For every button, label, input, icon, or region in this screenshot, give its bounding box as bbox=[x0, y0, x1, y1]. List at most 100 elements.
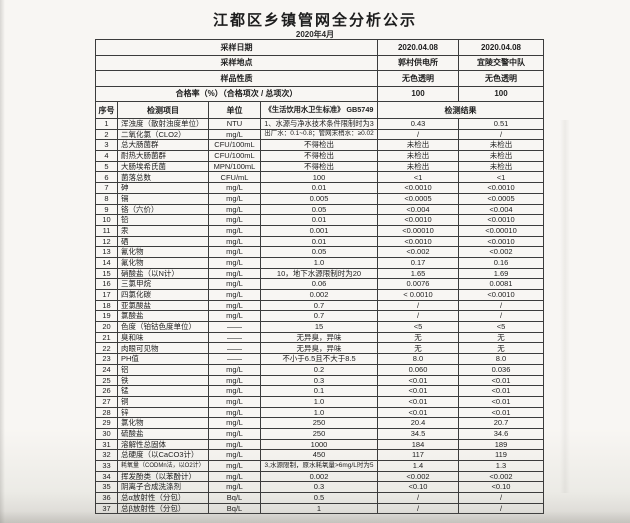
scan-shadow bbox=[0, 511, 630, 523]
result-cell-sample1: 未检出 bbox=[377, 160, 459, 173]
result-cell-sample1: <0.002 bbox=[377, 246, 459, 258]
result-cell-sample2: <0.002 bbox=[458, 470, 544, 483]
unit-cell: mg/L bbox=[208, 192, 261, 205]
unit-cell: mg/L bbox=[208, 417, 261, 429]
result-cell-sample2: <0.0005 bbox=[458, 192, 544, 205]
info-label: 合格率（%）（合格项次 / 总项次） bbox=[95, 85, 378, 102]
standard-cell: 0.5 bbox=[260, 492, 378, 504]
item-cell: 三氯甲烷 bbox=[117, 278, 209, 290]
data-row: 9 铬（六价） mg/L 0.05 <0.004 <0.004 bbox=[95, 203, 544, 216]
row-number-cell: 32 bbox=[95, 449, 118, 461]
standard-cell: 1.0 bbox=[260, 395, 378, 408]
unit-cell: mg/L bbox=[208, 470, 261, 483]
result-cell-sample1: < 0.0010 bbox=[377, 289, 459, 301]
header-result: 检测结果 bbox=[377, 101, 544, 119]
item-cell: 氯酸盐 bbox=[117, 310, 209, 323]
result-cell-sample1: <0.01 bbox=[377, 374, 459, 387]
standard-cell: 0.1 bbox=[260, 385, 378, 397]
item-cell: 大肠埃希氏菌 bbox=[117, 160, 209, 173]
standard-cell: 0.01 bbox=[260, 214, 378, 226]
data-row: 23 PH值 —— 不小于6.5且不大于8.5 8.0 8.0 bbox=[95, 353, 544, 365]
standard-cell: 0.06 bbox=[260, 278, 378, 290]
standard-cell: 不得检出 bbox=[260, 160, 378, 173]
result-cell-sample1: 184 bbox=[377, 438, 459, 451]
data-row: 33 耗氧量（CODMn法，以O2计） mg/L 3,水源限制，原水耗氧量>6m… bbox=[95, 460, 544, 472]
standard-cell: 1、水源与净水技术条件限制时为3 bbox=[260, 118, 378, 130]
row-number-cell: 12 bbox=[95, 235, 118, 248]
result-cell-sample1: <1 bbox=[377, 171, 459, 184]
data-row: 29 氯化物 mg/L 250 20.4 20.7 bbox=[95, 417, 544, 429]
item-cell: PH值 bbox=[117, 353, 209, 365]
data-row: 18 亚氯酸盐 mg/L 0.7 / / bbox=[95, 299, 544, 312]
item-cell: 硫酸盐 bbox=[117, 427, 209, 440]
data-row: 1 浑浊度（散射浊度单位） NTU 1、水源与净水技术条件限制时为3 0.43 … bbox=[95, 118, 544, 130]
standard-cell: 0.005 bbox=[260, 192, 378, 205]
item-cell: 阴离子合成洗涤剂 bbox=[117, 481, 209, 494]
item-cell: 氟化物 bbox=[117, 256, 209, 269]
result-cell-sample2: <0.01 bbox=[458, 406, 544, 419]
row-number-cell: 24 bbox=[95, 363, 118, 376]
result-cell-sample1: 未检出 bbox=[377, 139, 459, 152]
result-cell-sample2: 未检出 bbox=[458, 139, 544, 152]
result-cell-sample2: / bbox=[458, 299, 544, 312]
data-row: 5 大肠埃希氏菌 MPN/100mL 不得检出 未检出 未检出 bbox=[95, 160, 544, 173]
standard-cell: 0.7 bbox=[260, 299, 378, 312]
standard-cell: 250 bbox=[260, 427, 378, 440]
standard-cell: 1.0 bbox=[260, 256, 378, 269]
unit-cell: NTU bbox=[208, 118, 261, 130]
data-row: 27 铜 mg/L 1.0 <0.01 <0.01 bbox=[95, 395, 544, 408]
result-cell-sample2: / bbox=[458, 310, 544, 323]
result-cell-sample1: <0.01 bbox=[377, 395, 459, 408]
result-cell-sample2: <0.0010 bbox=[458, 214, 544, 226]
unit-cell: mg/L bbox=[208, 438, 261, 451]
unit-cell: MPN/100mL bbox=[208, 160, 261, 173]
info-value-sample1: 郭村供电所 bbox=[377, 54, 459, 71]
result-cell-sample1: 0.0076 bbox=[377, 278, 459, 290]
result-cell-sample2: 8.0 bbox=[458, 353, 544, 365]
result-cell-sample1: / bbox=[377, 128, 459, 141]
result-cell-sample1: <5 bbox=[377, 321, 459, 333]
row-number-cell: 28 bbox=[95, 406, 118, 419]
item-cell: 锰 bbox=[117, 385, 209, 397]
row-number-cell: 14 bbox=[95, 256, 118, 269]
standard-cell: 出厂水：0.1~0.8；管网末梢水：≥0.02 bbox=[260, 128, 378, 141]
header-row-number: 序号 bbox=[95, 101, 118, 119]
item-cell: 汞 bbox=[117, 224, 209, 237]
result-cell-sample2: / bbox=[458, 492, 544, 504]
standard-cell: 0.002 bbox=[260, 289, 378, 301]
standard-cell: 0.2 bbox=[260, 363, 378, 376]
item-cell: 菌落总数 bbox=[117, 171, 209, 184]
standard-cell: 0.05 bbox=[260, 203, 378, 216]
unit-cell: mg/L bbox=[208, 182, 261, 194]
standard-cell: 不得检出 bbox=[260, 139, 378, 152]
standard-cell: 10，地下水源限制时为20 bbox=[260, 267, 378, 280]
item-cell: 耐热大肠菌群 bbox=[117, 150, 209, 162]
item-cell: 总大肠菌群 bbox=[117, 139, 209, 152]
row-number-cell: 21 bbox=[95, 331, 118, 344]
standard-cell: 0.01 bbox=[260, 235, 378, 248]
item-cell: 铬（六价） bbox=[117, 203, 209, 216]
item-cell: 肉眼可见物 bbox=[117, 342, 209, 355]
row-number-cell: 1 bbox=[95, 118, 118, 130]
result-cell-sample1: 0.17 bbox=[377, 256, 459, 269]
unit-cell: mg/L bbox=[208, 203, 261, 216]
unit-cell: mg/L bbox=[208, 481, 261, 494]
result-cell-sample1: <0.0010 bbox=[377, 182, 459, 194]
data-row: 7 砷 mg/L 0.01 <0.0010 <0.0010 bbox=[95, 182, 544, 194]
result-cell-sample2: <0.0010 bbox=[458, 235, 544, 248]
standard-cell: 0.05 bbox=[260, 246, 378, 258]
item-cell: 挥发酚类（以苯酚计） bbox=[117, 470, 209, 483]
result-cell-sample1: 0.060 bbox=[377, 363, 459, 376]
result-cell-sample2: / bbox=[458, 502, 544, 515]
result-cell-sample1: 无 bbox=[377, 342, 459, 355]
row-number-cell: 7 bbox=[95, 182, 118, 194]
data-row: 10 铅 mg/L 0.01 <0.0010 <0.0010 bbox=[95, 214, 544, 226]
item-cell: 氰化物 bbox=[117, 246, 209, 258]
item-cell: 亚氯酸盐 bbox=[117, 299, 209, 312]
standard-cell: 3,水源限制，原水耗氧量>6mg/L时为5 bbox=[260, 460, 378, 472]
result-cell-sample2: / bbox=[458, 128, 544, 141]
info-value-sample1: 2020.04.08 bbox=[377, 39, 459, 56]
result-cell-sample2: <0.004 bbox=[458, 203, 544, 216]
item-cell: 臭和味 bbox=[117, 331, 209, 344]
data-row: 21 臭和味 —— 无异臭，异味 无 无 bbox=[95, 331, 544, 344]
